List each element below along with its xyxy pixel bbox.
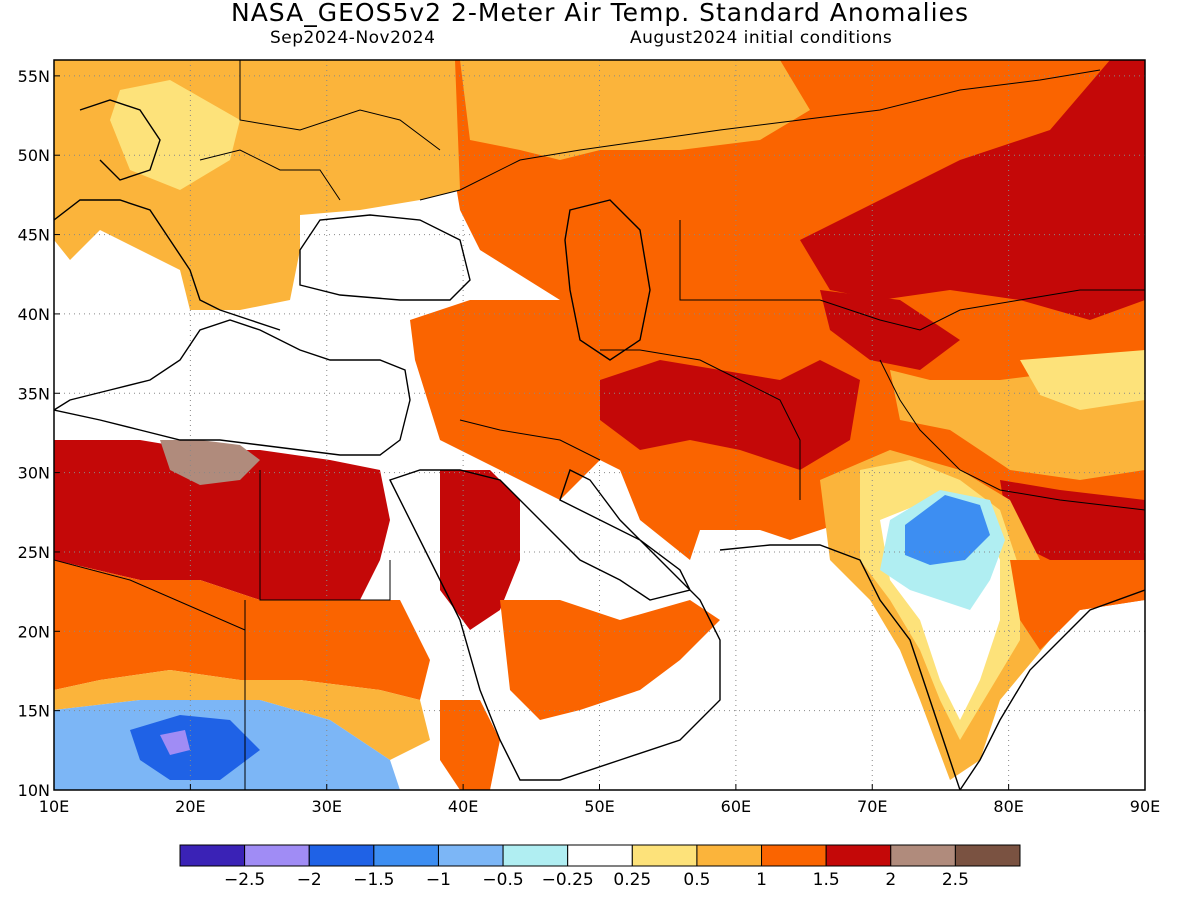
anomaly-region-0p25-0p5-scandinavia xyxy=(110,80,240,190)
lat-tick-label: 35N xyxy=(18,384,50,403)
colorbar-label: 0.5 xyxy=(683,870,710,890)
colorbar-swatch xyxy=(308,844,375,867)
colorbar-swatch xyxy=(437,844,504,867)
anomaly-region-neg-1p5-chad xyxy=(130,715,260,780)
lat-tick-label: 20N xyxy=(18,622,50,641)
colorbar-swatch xyxy=(244,844,310,867)
anomaly-region-0p25-0p5-tibet xyxy=(1020,350,1145,410)
anomaly-region-1p5-2-himalaya xyxy=(1000,480,1145,580)
colorbar-label: 2 xyxy=(885,870,896,890)
colorbar xyxy=(179,844,1021,867)
lon-tick-label: 70E xyxy=(857,797,887,816)
anomaly-region-1p5-2-arabia xyxy=(440,470,520,630)
anomaly-region-1p5-2-iran xyxy=(600,360,860,470)
lon-tick-label: 20E xyxy=(175,797,205,816)
lon-tick-label: 50E xyxy=(584,797,614,816)
lat-tick-label: 55N xyxy=(18,67,50,86)
anomaly-region-1-1p5-ethiopia xyxy=(440,700,500,790)
colorbar-swatch xyxy=(761,844,827,867)
anomaly-region-1-1p5-yemen xyxy=(500,600,720,720)
initial-conditions: August2024 initial conditions xyxy=(630,28,893,48)
anomaly-region-1p5-2-tarim xyxy=(820,290,960,370)
colorbar-swatch xyxy=(696,844,763,867)
anomaly-region-1p5-2-mongolia xyxy=(800,60,1145,320)
colorbar-swatch xyxy=(373,844,439,867)
lon-tick-label: 90E xyxy=(1130,797,1160,816)
lat-tick-label: 30N xyxy=(18,464,50,483)
country-borders xyxy=(54,60,1145,790)
coastlines xyxy=(54,99,1145,790)
colorbar-label: −1 xyxy=(426,870,451,890)
lon-tick-label: 60E xyxy=(721,797,751,816)
lon-tick-label: 80E xyxy=(993,797,1023,816)
lon-tick-label: 30E xyxy=(312,797,342,816)
lon-tick-label: 40E xyxy=(448,797,478,816)
anomaly-region-0p5-1-central-asia xyxy=(460,60,810,160)
colorbar-label: 1 xyxy=(756,870,767,890)
forecast-season: Sep2024-Nov2024 xyxy=(270,28,436,48)
colorbar-label: −2 xyxy=(297,870,322,890)
lat-tick-label: 45N xyxy=(18,226,50,245)
lon-tick-label: 10E xyxy=(39,797,69,816)
anomaly-region-1-1p5-bangladesh xyxy=(1010,560,1145,650)
latitude-axis: 10N 15N 20N 25N 30N 35N 40N 45N 50N 55N xyxy=(18,67,60,800)
colorbar-label: −0.25 xyxy=(542,870,594,890)
colorbar-label: −0.5 xyxy=(482,870,523,890)
colorbar-swatch xyxy=(502,844,569,867)
lat-tick-label: 15N xyxy=(18,702,50,721)
lat-tick-label: 50N xyxy=(18,146,50,165)
colorbar-label: −2.5 xyxy=(224,870,265,890)
lat-tick-label: 25N xyxy=(18,543,50,562)
colorbar-label: −1.5 xyxy=(353,870,394,890)
map-title: NASA_GEOS5v2 2-Meter Air Temp. Standard … xyxy=(231,0,969,27)
colorbar-swatch xyxy=(954,844,1021,867)
anomaly-region-neg-1-india xyxy=(905,495,990,565)
colorbar-label: 0.25 xyxy=(613,870,651,890)
anomaly-region-1p5-2-sahara xyxy=(54,440,390,600)
colorbar-swatch xyxy=(825,844,892,867)
colorbar-swatch xyxy=(631,844,698,867)
lat-tick-label: 40N xyxy=(18,305,50,324)
colorbar-label: 1.5 xyxy=(813,870,840,890)
colorbar-labels: −2.5 −2 −1.5 −1 −0.5 −0.25 0.25 0.5 1 1.5 2 2.5 xyxy=(224,870,969,890)
lat-tick-label: 10N xyxy=(18,781,50,800)
colorbar-swatch xyxy=(890,844,956,867)
anomaly-region-neg-2-chad xyxy=(160,730,190,755)
longitude-axis: 10E 20E 30E 40E 50E 60E 70E 80E 90E xyxy=(39,784,1160,816)
colorbar-swatch xyxy=(567,844,633,867)
map-grid xyxy=(54,60,1145,790)
anomaly-region-0p5-1-sahel-south xyxy=(54,670,430,760)
anomaly-field xyxy=(54,60,1145,790)
anomaly-region-1-1p5-sahel xyxy=(54,560,430,700)
anomaly-region-2-2p5-libya xyxy=(160,440,260,485)
colorbar-swatch xyxy=(179,844,246,867)
colorbar-label: 2.5 xyxy=(942,870,969,890)
